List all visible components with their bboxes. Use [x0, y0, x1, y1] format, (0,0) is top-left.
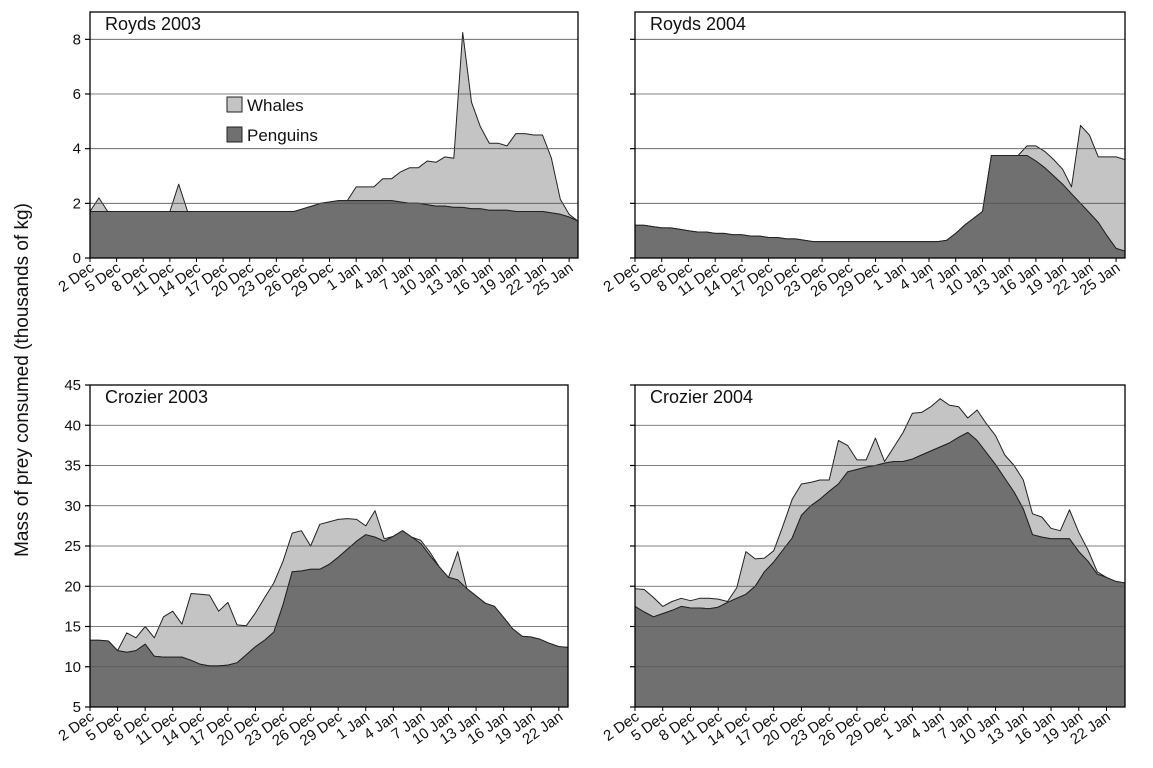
panel-title: Royds 2003 — [105, 14, 201, 34]
legend-label-whales: Whales — [247, 96, 304, 115]
panel-title: Crozier 2004 — [650, 387, 753, 407]
y-tick-label: 6 — [73, 86, 81, 103]
y-tick-label: 25 — [64, 538, 81, 555]
legend-label-penguins: Penguins — [247, 126, 318, 145]
plot-frame — [89, 11, 579, 259]
penguins-area — [89, 200, 579, 259]
panel-title: Crozier 2003 — [105, 387, 208, 407]
y-tick-label: 8 — [73, 31, 81, 48]
y-tick-label: 10 — [64, 659, 81, 676]
y-tick-label: 20 — [64, 578, 81, 595]
penguins-area — [634, 432, 1126, 708]
y-tick-label: 0 — [73, 250, 81, 267]
legend-swatch-whales — [226, 96, 243, 113]
penguins-area — [634, 155, 1126, 259]
panel-title: Royds 2004 — [650, 14, 746, 34]
y-tick-label: 40 — [64, 417, 81, 434]
y-tick-label: 5 — [73, 699, 81, 716]
legend-swatch-penguins — [226, 126, 243, 143]
penguins-area — [89, 530, 569, 708]
y-tick-label: 35 — [64, 458, 81, 475]
y-tick-label: 4 — [73, 141, 81, 158]
y-tick-label: 45 — [64, 377, 81, 394]
y-tick-label: 30 — [64, 498, 81, 515]
y-tick-label: 15 — [64, 619, 81, 636]
y-tick-label: 2 — [73, 195, 81, 212]
y-axis-label: Mass of prey consumed (thousands of kg) — [12, 203, 33, 557]
plot-frame — [634, 11, 1126, 259]
legend: Whales Penguins — [226, 96, 318, 145]
